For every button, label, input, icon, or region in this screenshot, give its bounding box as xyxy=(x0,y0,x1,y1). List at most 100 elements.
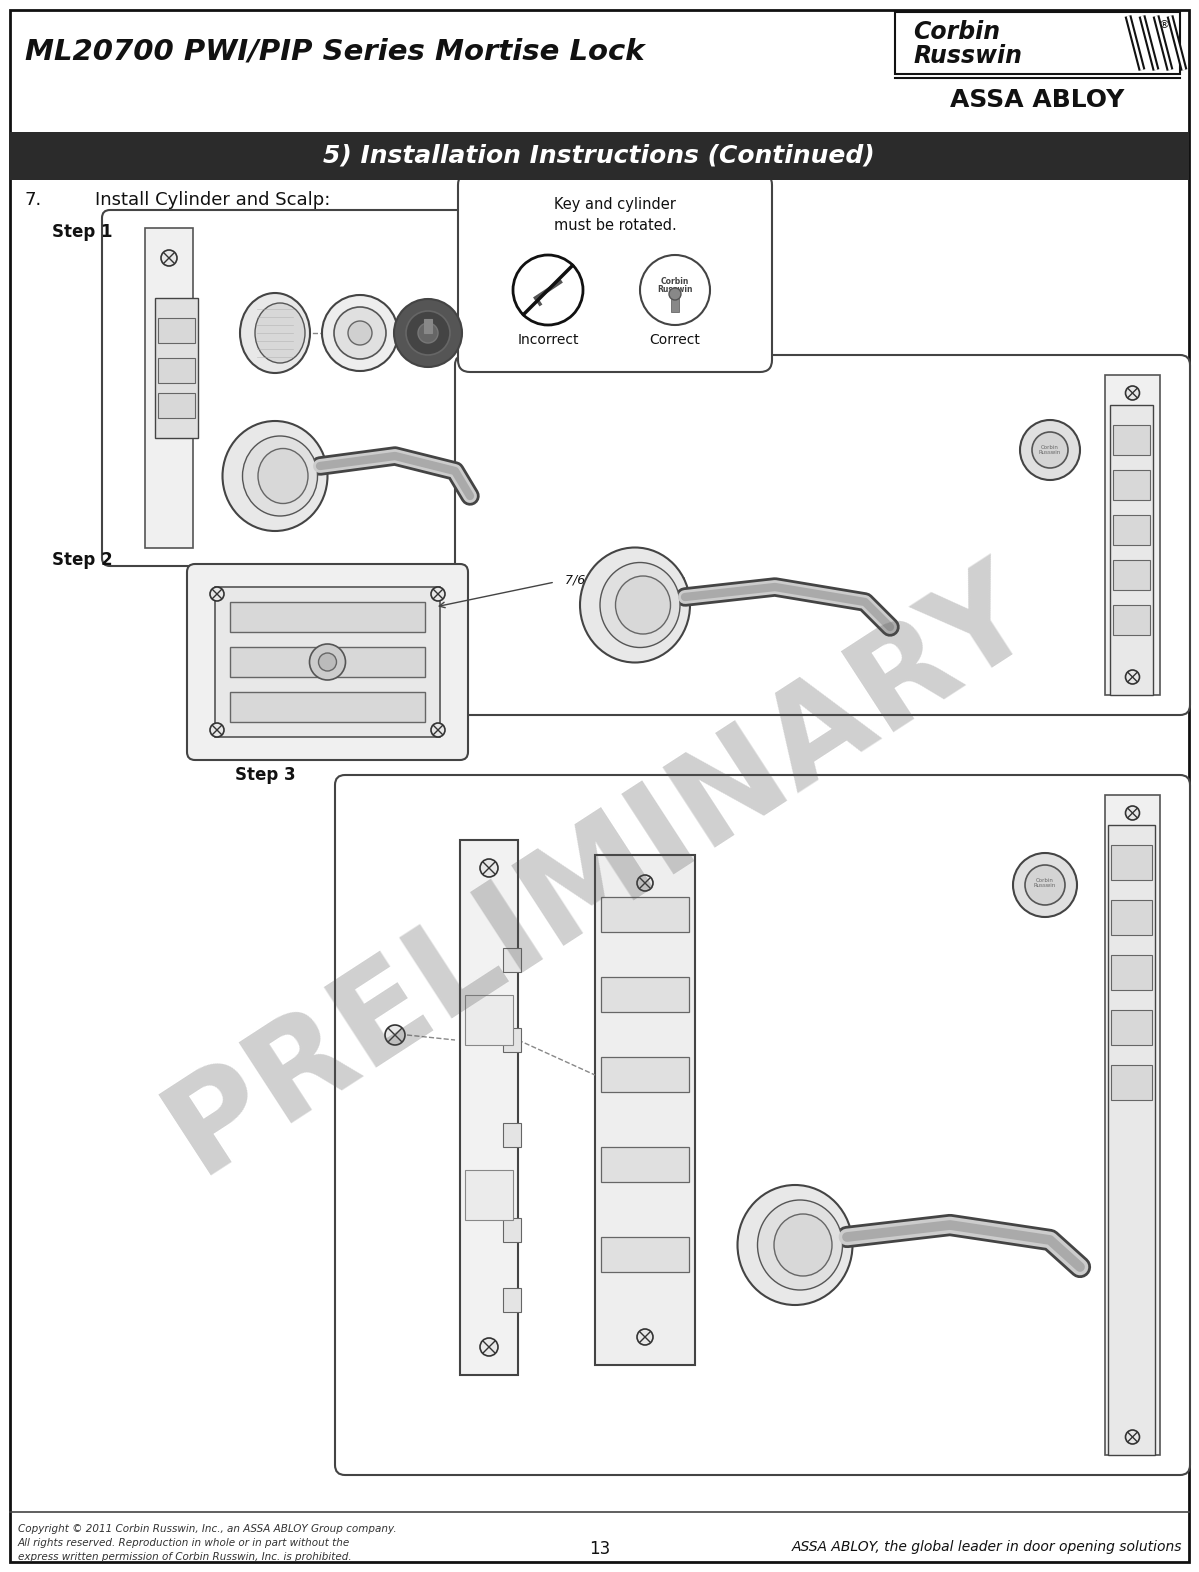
Text: Russwin: Russwin xyxy=(657,285,693,294)
Text: Corbin
Russwin: Corbin Russwin xyxy=(1034,877,1056,888)
Circle shape xyxy=(319,652,337,671)
Text: Correct: Correct xyxy=(650,333,700,347)
Ellipse shape xyxy=(223,421,327,531)
Circle shape xyxy=(640,255,710,325)
Bar xyxy=(601,978,689,1012)
Ellipse shape xyxy=(600,563,680,648)
Circle shape xyxy=(385,1025,405,1045)
Bar xyxy=(1111,846,1152,880)
Circle shape xyxy=(406,311,450,355)
Circle shape xyxy=(1126,806,1139,821)
Circle shape xyxy=(669,288,681,300)
Circle shape xyxy=(430,586,445,601)
Circle shape xyxy=(430,723,445,737)
FancyBboxPatch shape xyxy=(454,355,1189,715)
Text: 7/64" Allen Wrench: 7/64" Allen Wrench xyxy=(565,574,686,586)
Circle shape xyxy=(1126,1431,1139,1445)
Text: 7.: 7. xyxy=(25,192,42,209)
Bar xyxy=(601,898,689,932)
Text: ®: ® xyxy=(1159,20,1170,30)
Text: Corbin: Corbin xyxy=(912,20,1000,44)
FancyBboxPatch shape xyxy=(335,775,1189,1475)
Text: Corbin: Corbin xyxy=(661,278,689,286)
Bar xyxy=(1113,470,1150,500)
Bar xyxy=(1111,1009,1152,1045)
Text: 13: 13 xyxy=(590,1541,610,1558)
Text: Step 2: Step 2 xyxy=(52,552,113,569)
Ellipse shape xyxy=(737,1185,852,1305)
Text: ML20700 PWI/PIP Series Mortise Lock: ML20700 PWI/PIP Series Mortise Lock xyxy=(25,38,645,66)
Bar xyxy=(601,1148,689,1182)
Bar xyxy=(215,586,440,737)
Circle shape xyxy=(394,299,462,366)
Circle shape xyxy=(637,876,653,891)
Ellipse shape xyxy=(615,575,670,634)
Ellipse shape xyxy=(758,1199,843,1291)
Bar xyxy=(145,228,193,549)
Bar xyxy=(504,948,522,971)
Circle shape xyxy=(323,296,398,371)
Circle shape xyxy=(480,1338,498,1357)
Text: Step 3: Step 3 xyxy=(235,766,296,784)
Text: Install Cylinder and Scalp:: Install Cylinder and Scalp: xyxy=(95,192,331,209)
Bar xyxy=(1105,795,1159,1456)
Bar xyxy=(671,294,679,311)
Text: ASSA ABLOY, the global leader in door opening solutions: ASSA ABLOY, the global leader in door op… xyxy=(791,1541,1182,1555)
Bar xyxy=(504,1122,522,1148)
Bar xyxy=(1108,825,1155,1456)
Bar xyxy=(1111,956,1152,990)
Circle shape xyxy=(1126,670,1139,684)
Bar xyxy=(1111,901,1152,935)
FancyBboxPatch shape xyxy=(102,211,468,566)
FancyBboxPatch shape xyxy=(458,173,772,373)
Bar xyxy=(230,648,424,678)
FancyBboxPatch shape xyxy=(187,564,468,759)
Bar xyxy=(230,692,424,722)
Bar xyxy=(595,855,695,1364)
Circle shape xyxy=(637,1328,653,1346)
Bar xyxy=(1113,516,1150,545)
Bar xyxy=(1113,605,1150,635)
Bar xyxy=(504,1287,522,1313)
Circle shape xyxy=(161,250,177,266)
Circle shape xyxy=(309,645,345,681)
Text: Russwin: Russwin xyxy=(912,44,1022,68)
Bar xyxy=(601,1056,689,1093)
Bar xyxy=(894,13,1180,74)
Text: 5) Installation Instructions (Continued): 5) Installation Instructions (Continued) xyxy=(324,145,875,168)
Text: Corbin
Russwin: Corbin Russwin xyxy=(1038,445,1061,456)
Circle shape xyxy=(210,586,224,601)
Circle shape xyxy=(210,723,224,737)
Circle shape xyxy=(348,321,372,344)
Bar xyxy=(1113,560,1150,590)
Circle shape xyxy=(1025,865,1065,905)
Bar xyxy=(424,319,432,333)
Circle shape xyxy=(1126,387,1139,399)
Bar xyxy=(460,839,518,1376)
Text: Incorrect: Incorrect xyxy=(517,333,579,347)
Bar xyxy=(504,1028,522,1052)
Text: ASSA ABLOY: ASSA ABLOY xyxy=(951,88,1125,112)
Bar xyxy=(158,358,195,384)
Circle shape xyxy=(1032,432,1068,468)
Bar xyxy=(1110,406,1153,695)
Circle shape xyxy=(418,322,438,343)
Ellipse shape xyxy=(255,303,305,363)
Bar xyxy=(1111,1064,1152,1100)
Text: Copyright © 2011 Corbin Russwin, Inc., an ASSA ABLOY Group company.
All rights r: Copyright © 2011 Corbin Russwin, Inc., a… xyxy=(18,1523,397,1563)
Bar xyxy=(1105,376,1159,695)
Ellipse shape xyxy=(242,435,318,516)
Bar xyxy=(465,1170,513,1220)
Ellipse shape xyxy=(240,292,311,373)
Circle shape xyxy=(335,307,386,358)
Ellipse shape xyxy=(775,1214,832,1276)
Bar xyxy=(10,132,1189,181)
Bar xyxy=(504,1218,522,1242)
Circle shape xyxy=(513,255,583,325)
Bar xyxy=(158,393,195,418)
Text: Step 1: Step 1 xyxy=(52,223,113,241)
Ellipse shape xyxy=(258,448,308,503)
Ellipse shape xyxy=(580,547,689,662)
Circle shape xyxy=(1020,420,1080,479)
Bar xyxy=(465,995,513,1045)
